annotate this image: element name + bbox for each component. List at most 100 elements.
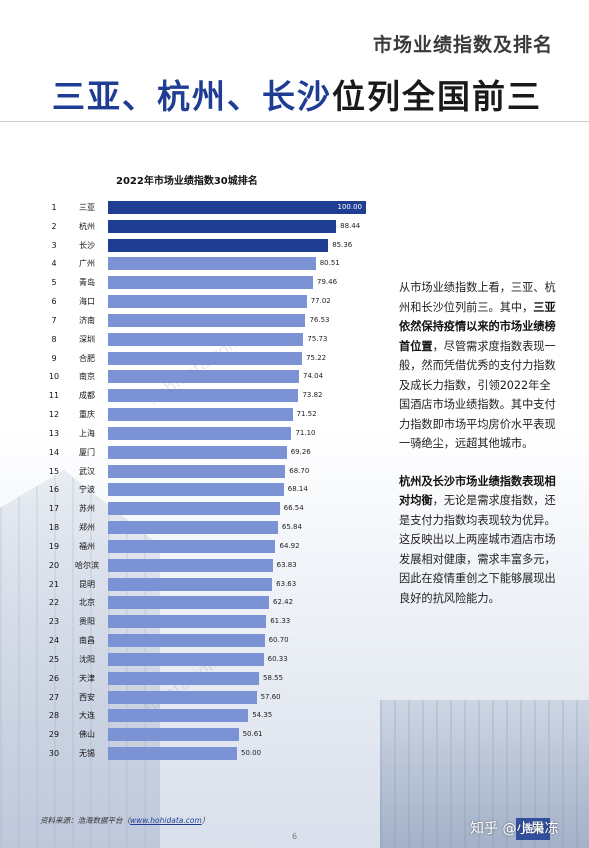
value-label: 57.60 — [260, 692, 281, 701]
city-label: 宁波 — [79, 485, 95, 495]
rank-label: 23 — [48, 617, 60, 627]
chart-row: 17 苏州 66.54 — [40, 502, 370, 521]
value-label: 61.33 — [270, 617, 291, 626]
city-label: 三亚 — [79, 203, 95, 212]
city-label: 苏州 — [79, 504, 95, 514]
chart-row: 9 合肥 75.22 — [40, 351, 370, 371]
rank-label: 24 — [48, 636, 60, 646]
chart-bar — [108, 426, 292, 440]
chart-bar — [108, 634, 265, 648]
rank-label: 15 — [48, 466, 60, 476]
rank-label: 2 — [51, 221, 57, 231]
chart-bar — [108, 219, 337, 233]
city-label: 郑州 — [79, 523, 95, 533]
p2-bold: 杭州及长沙市场业绩指数表现相对均衡 — [399, 474, 556, 508]
chart-bar — [108, 596, 270, 610]
rank-label: 29 — [48, 730, 60, 740]
chart-row: 30 无锡 50.00 — [40, 747, 370, 766]
chart-row: 1 三亚 100.00 — [40, 201, 370, 220]
rank-label: 26 — [48, 673, 60, 683]
value-label: 76.53 — [309, 315, 330, 324]
zhihu-watermark: 知乎 @小果冻 — [470, 821, 559, 837]
city-label: 无锡 — [79, 749, 95, 759]
rank-label: 9 — [51, 353, 57, 363]
rank-label: 11 — [48, 391, 60, 401]
value-label: 63.83 — [276, 560, 297, 569]
p1-bold: 三亚依然保持疫情以来的市场业绩榜首位置 — [399, 300, 556, 353]
value-label: 74.04 — [303, 372, 324, 381]
value-label: 100.00 — [337, 203, 363, 211]
city-label: 南京 — [79, 372, 95, 382]
p1-rest: ，尽管需求度指数表现一般，然而凭借优秀的支付力指数及成长力指数，引领2022年全… — [399, 339, 556, 451]
p2-rest: ，无论是需求度指数，还是支付力指数均表现较为优异。这反映出以上两座城市酒店市场发… — [399, 494, 556, 605]
rank-label: 22 — [48, 598, 60, 608]
chart-row: 5 青岛 79.46 — [40, 276, 370, 295]
chart-row: 4 广州 80.51 — [40, 257, 370, 276]
chart-row: 2 杭州 88.44 — [40, 219, 370, 239]
chart-row: 28 大连 54.35 — [40, 709, 370, 728]
rank-label: 1 — [51, 203, 57, 212]
chart-bar — [108, 747, 237, 761]
city-label: 佛山 — [79, 730, 95, 740]
value-label: 65.84 — [281, 523, 302, 532]
chart-row: 14 厦门 69.26 — [40, 445, 370, 465]
city-label: 合肥 — [79, 353, 95, 363]
rank-label: 30 — [48, 749, 60, 759]
chart-bar — [108, 483, 284, 497]
rank-label: 21 — [48, 579, 60, 589]
value-label: 80.51 — [319, 259, 340, 268]
chart-bar — [108, 615, 267, 629]
value-label: 68.14 — [287, 485, 308, 494]
chart-bar — [108, 709, 249, 723]
value-label: 63.63 — [276, 579, 297, 588]
value-label: 77.02 — [310, 297, 331, 306]
city-label: 福州 — [79, 541, 95, 551]
chart-bar — [108, 332, 304, 346]
headline-highlight: 三亚、杭州、长沙 — [52, 77, 332, 116]
source-suffix: ） — [201, 816, 210, 825]
city-label: 重庆 — [79, 410, 95, 420]
paragraph-2: 杭州及长沙市场业绩指数表现相对均衡，无论是需求度指数，还是支付力指数均表现较为优… — [399, 472, 557, 609]
source-note: 资料来源：浩海数据平台（www.hohidata.com） — [40, 815, 209, 826]
rank-label: 4 — [51, 259, 57, 269]
value-label: 75.22 — [306, 353, 327, 362]
value-label: 64.92 — [279, 541, 300, 550]
value-label: 66.54 — [283, 504, 304, 513]
city-label: 长沙 — [79, 240, 95, 250]
value-label: 54.35 — [252, 711, 273, 720]
chart-bar — [108, 238, 329, 252]
chart-bar — [108, 464, 286, 478]
chart-row: 15 武汉 68.70 — [40, 464, 370, 484]
chart-bar — [108, 295, 307, 309]
city-label: 武汉 — [79, 466, 95, 476]
brand-logo: 浩海 — [516, 818, 550, 840]
chart-bar — [108, 313, 306, 327]
chart-row: 3 长沙 85.36 — [40, 238, 370, 258]
chart-bar — [108, 577, 273, 591]
rank-label: 20 — [48, 560, 60, 570]
source-prefix: 资料来源：浩海数据平台（ — [40, 816, 130, 825]
value-label: 58.55 — [263, 673, 284, 682]
chart-row: 24 南昌 60.70 — [40, 634, 370, 653]
city-label: 成都 — [79, 391, 95, 401]
rank-label: 12 — [48, 410, 60, 420]
value-label: 71.10 — [295, 428, 316, 437]
value-label: 50.61 — [242, 730, 263, 739]
chart-bar — [108, 652, 264, 666]
city-label: 济南 — [79, 315, 95, 325]
chart-bar — [108, 671, 260, 685]
paragraph-1: 从市场业绩指数上看，三亚、杭州和长沙位列前三。其中，三亚依然保持疫情以来的市场业… — [399, 278, 557, 454]
headline-rest: 位列全国前三 — [332, 77, 542, 116]
rank-label: 27 — [48, 692, 60, 702]
city-label: 天津 — [79, 673, 95, 683]
value-label: 62.42 — [273, 598, 294, 607]
chart-bar — [108, 389, 299, 403]
source-link[interactable]: www.hohidata.com — [130, 816, 202, 825]
p1-intro: 从市场业绩指数上看，三亚、杭州和长沙位列前三。其中， — [399, 281, 556, 314]
value-label: 88.44 — [340, 221, 361, 230]
chart-bar — [108, 539, 276, 553]
value-label: 85.36 — [332, 240, 353, 249]
rank-label: 8 — [51, 334, 57, 344]
value-label: 73.82 — [302, 391, 323, 400]
city-label: 大连 — [79, 711, 95, 721]
